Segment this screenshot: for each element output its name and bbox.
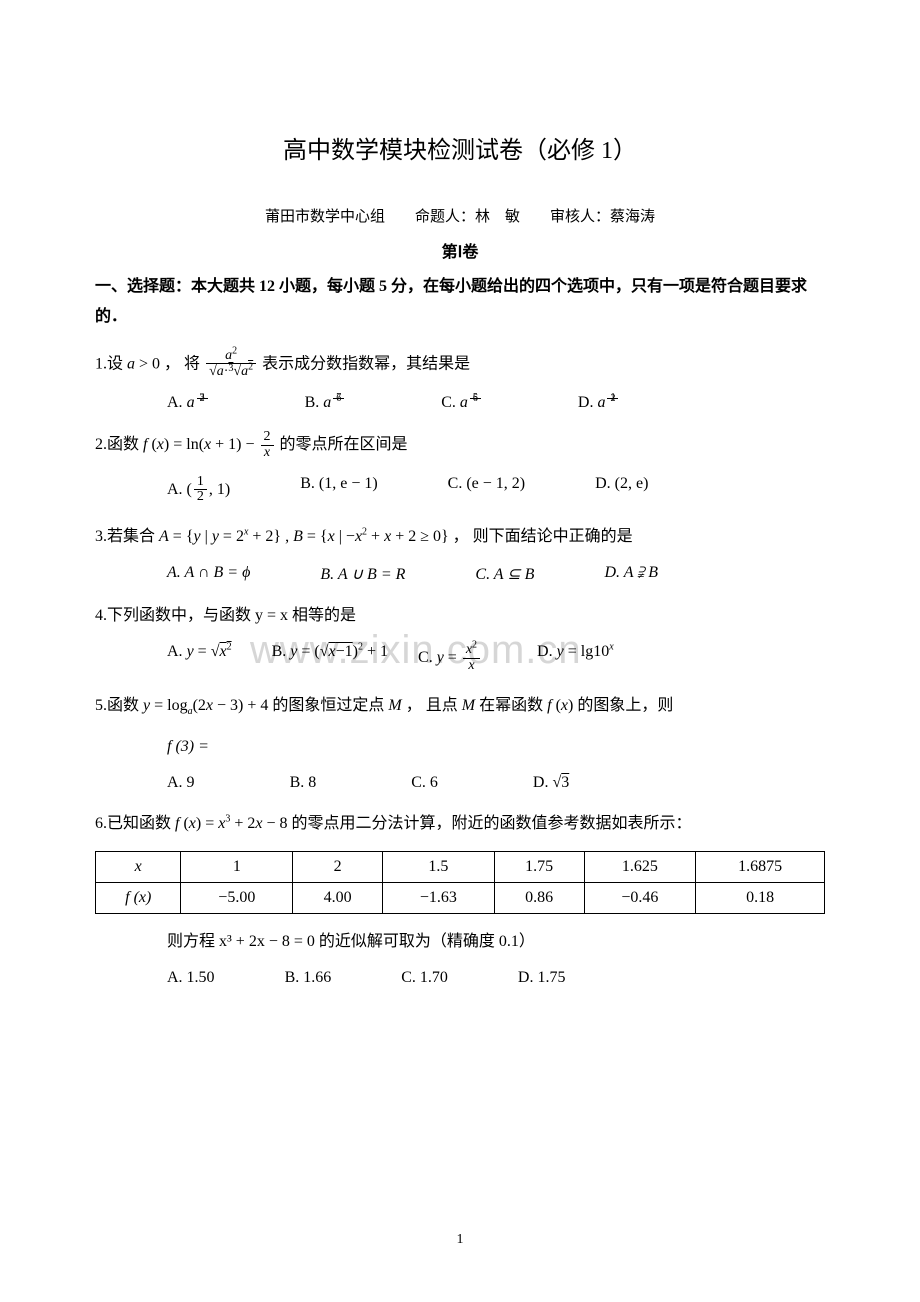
q6-options: A. 1.50 B. 1.66 C. 1.70 D. 1.75 [167, 969, 825, 987]
question-2: 2.函数 f (x) = ln(x + 1) − 2x 的零点所在区间是 [95, 430, 825, 460]
tbl-v-6: 0.18 [696, 883, 825, 914]
tbl-v-1: −5.00 [181, 883, 293, 914]
section-heading: 一、选择题：本大题共 12 小题，每小题 5 分，在每小题给出的四个选项中，只有… [95, 272, 825, 333]
question-4: 4.下列函数中，与函数 y = x 相等的是 [95, 602, 825, 629]
tbl-v-4: 0.86 [494, 883, 584, 914]
q2-c: C. (e − 1, 2) [448, 475, 525, 505]
q6-b: B. 1.66 [285, 969, 332, 987]
question-3: 3.若集合 A = {y | y = 2x + 2} , B = {x | −x… [95, 523, 825, 550]
q3-b: B. A ∪ B = R [320, 564, 405, 584]
q4-c: C. [418, 649, 437, 666]
q6-d: D. 1.75 [518, 969, 566, 987]
question-5: 5.函数 y = loga(2x − 3) + 4 的图象恒过定点 M ， 且点… [95, 692, 825, 719]
q1-b: B. [305, 394, 320, 411]
tbl-c-4: 1.75 [494, 852, 584, 883]
q5-b: B. 8 [290, 774, 317, 792]
question-6: 6.已知函数 f (x) = x3 + 2x − 8 的零点用二分法计算，附近的… [95, 810, 825, 837]
q5-line2: f (3) = [167, 733, 825, 760]
q5-d: D. [533, 774, 553, 791]
q6-table: x 1 2 1.5 1.75 1.625 1.6875 f (x) −5.00 … [95, 851, 825, 914]
q2-tail: 的零点所在区间是 [276, 436, 408, 453]
q1-mid: ， 将 [160, 355, 204, 372]
page-number: 1 [0, 1232, 920, 1248]
q5-1d: 在幂函数 [475, 697, 547, 714]
q4-a: A. [167, 643, 187, 660]
q1-d: D. [578, 394, 594, 411]
q1-options: A. a32 B. a76 C. a56 D. a12 [167, 394, 825, 412]
q1-tail: 表示成分数指数幂，其结果是 [262, 355, 470, 372]
tbl-c-6: 1.6875 [696, 852, 825, 883]
tbl-v-5: −0.46 [584, 883, 696, 914]
byline: 莆田市数学中心组 命题人：林 敏 审核人：蔡海涛 [95, 205, 825, 226]
q1-c: C. [441, 394, 456, 411]
q4-b: B. [272, 643, 291, 660]
q6-post: 则方程 x³ + 2x − 8 = 0 的近似解可取为（精确度 0.1） [167, 928, 825, 955]
tbl-h-fx: f (x) [96, 883, 181, 914]
q5-1b: 的图象恒过定点 [268, 697, 388, 714]
q6-pre: 6.已知函数 [95, 815, 175, 832]
q5-1a: 5.函数 [95, 697, 143, 714]
q3-c: C. A ⊆ B [475, 564, 534, 584]
q4-text: 4.下列函数中，与函数 y = x 相等的是 [95, 607, 356, 624]
q2-a2: , 1) [209, 480, 230, 497]
q4-d: D. [537, 643, 557, 660]
q2-a1: A. ( [167, 480, 192, 497]
part-label: 第Ⅰ卷 [95, 238, 825, 262]
tbl-c-2: 2 [293, 852, 383, 883]
q5-1e: 的图象上，则 [573, 697, 673, 714]
q3-d: D. A ⫌ B [604, 564, 658, 584]
q5-options: A. 9 B. 8 C. 6 D. √3 [167, 774, 825, 792]
q1-pre: 1.设 [95, 355, 127, 372]
q6-c: C. 1.70 [401, 969, 448, 987]
q3-t1: 3.若集合 [95, 528, 159, 545]
tbl-c-1: 1 [181, 852, 293, 883]
tbl-v-2: 4.00 [293, 883, 383, 914]
tbl-c-3: 1.5 [383, 852, 495, 883]
q6-a: A. 1.50 [167, 969, 215, 987]
q2-options: A. (12, 1) B. (1, e − 1) C. (e − 1, 2) D… [167, 475, 825, 505]
q5-1c: ， 且点 [402, 697, 462, 714]
tbl-h-x: x [96, 852, 181, 883]
q3-t2: ， 则下面结论中正确的是 [449, 528, 633, 545]
q3-options: A. A ∩ B = ϕ B. A ∪ B = R C. A ⊆ B D. A … [167, 564, 825, 584]
question-1: 1.设 a > 0 ， 将 a2√a·3√a2 表示成分数指数幂，其结果是 [95, 349, 825, 380]
q2-pre: 2.函数 [95, 436, 143, 453]
tbl-c-5: 1.625 [584, 852, 696, 883]
tbl-v-3: −1.63 [383, 883, 495, 914]
doc-title: 高中数学模块检测试卷（必修 1） [95, 130, 825, 165]
q5-a: A. 9 [167, 774, 195, 792]
q3-a: A. A ∩ B = ϕ [167, 564, 250, 584]
q1-a: A. [167, 394, 183, 411]
q2-b: B. (1, e − 1) [300, 475, 377, 505]
q5-c: C. 6 [411, 774, 438, 792]
q2-d: D. (2, e) [595, 475, 648, 505]
q4-options: A. y = √x2 B. y = (√x−1)2 + 1 C. y = x2x… [167, 643, 825, 673]
q6-tail: 的零点用二分法计算，附近的函数值参考数据如表所示： [288, 815, 692, 832]
